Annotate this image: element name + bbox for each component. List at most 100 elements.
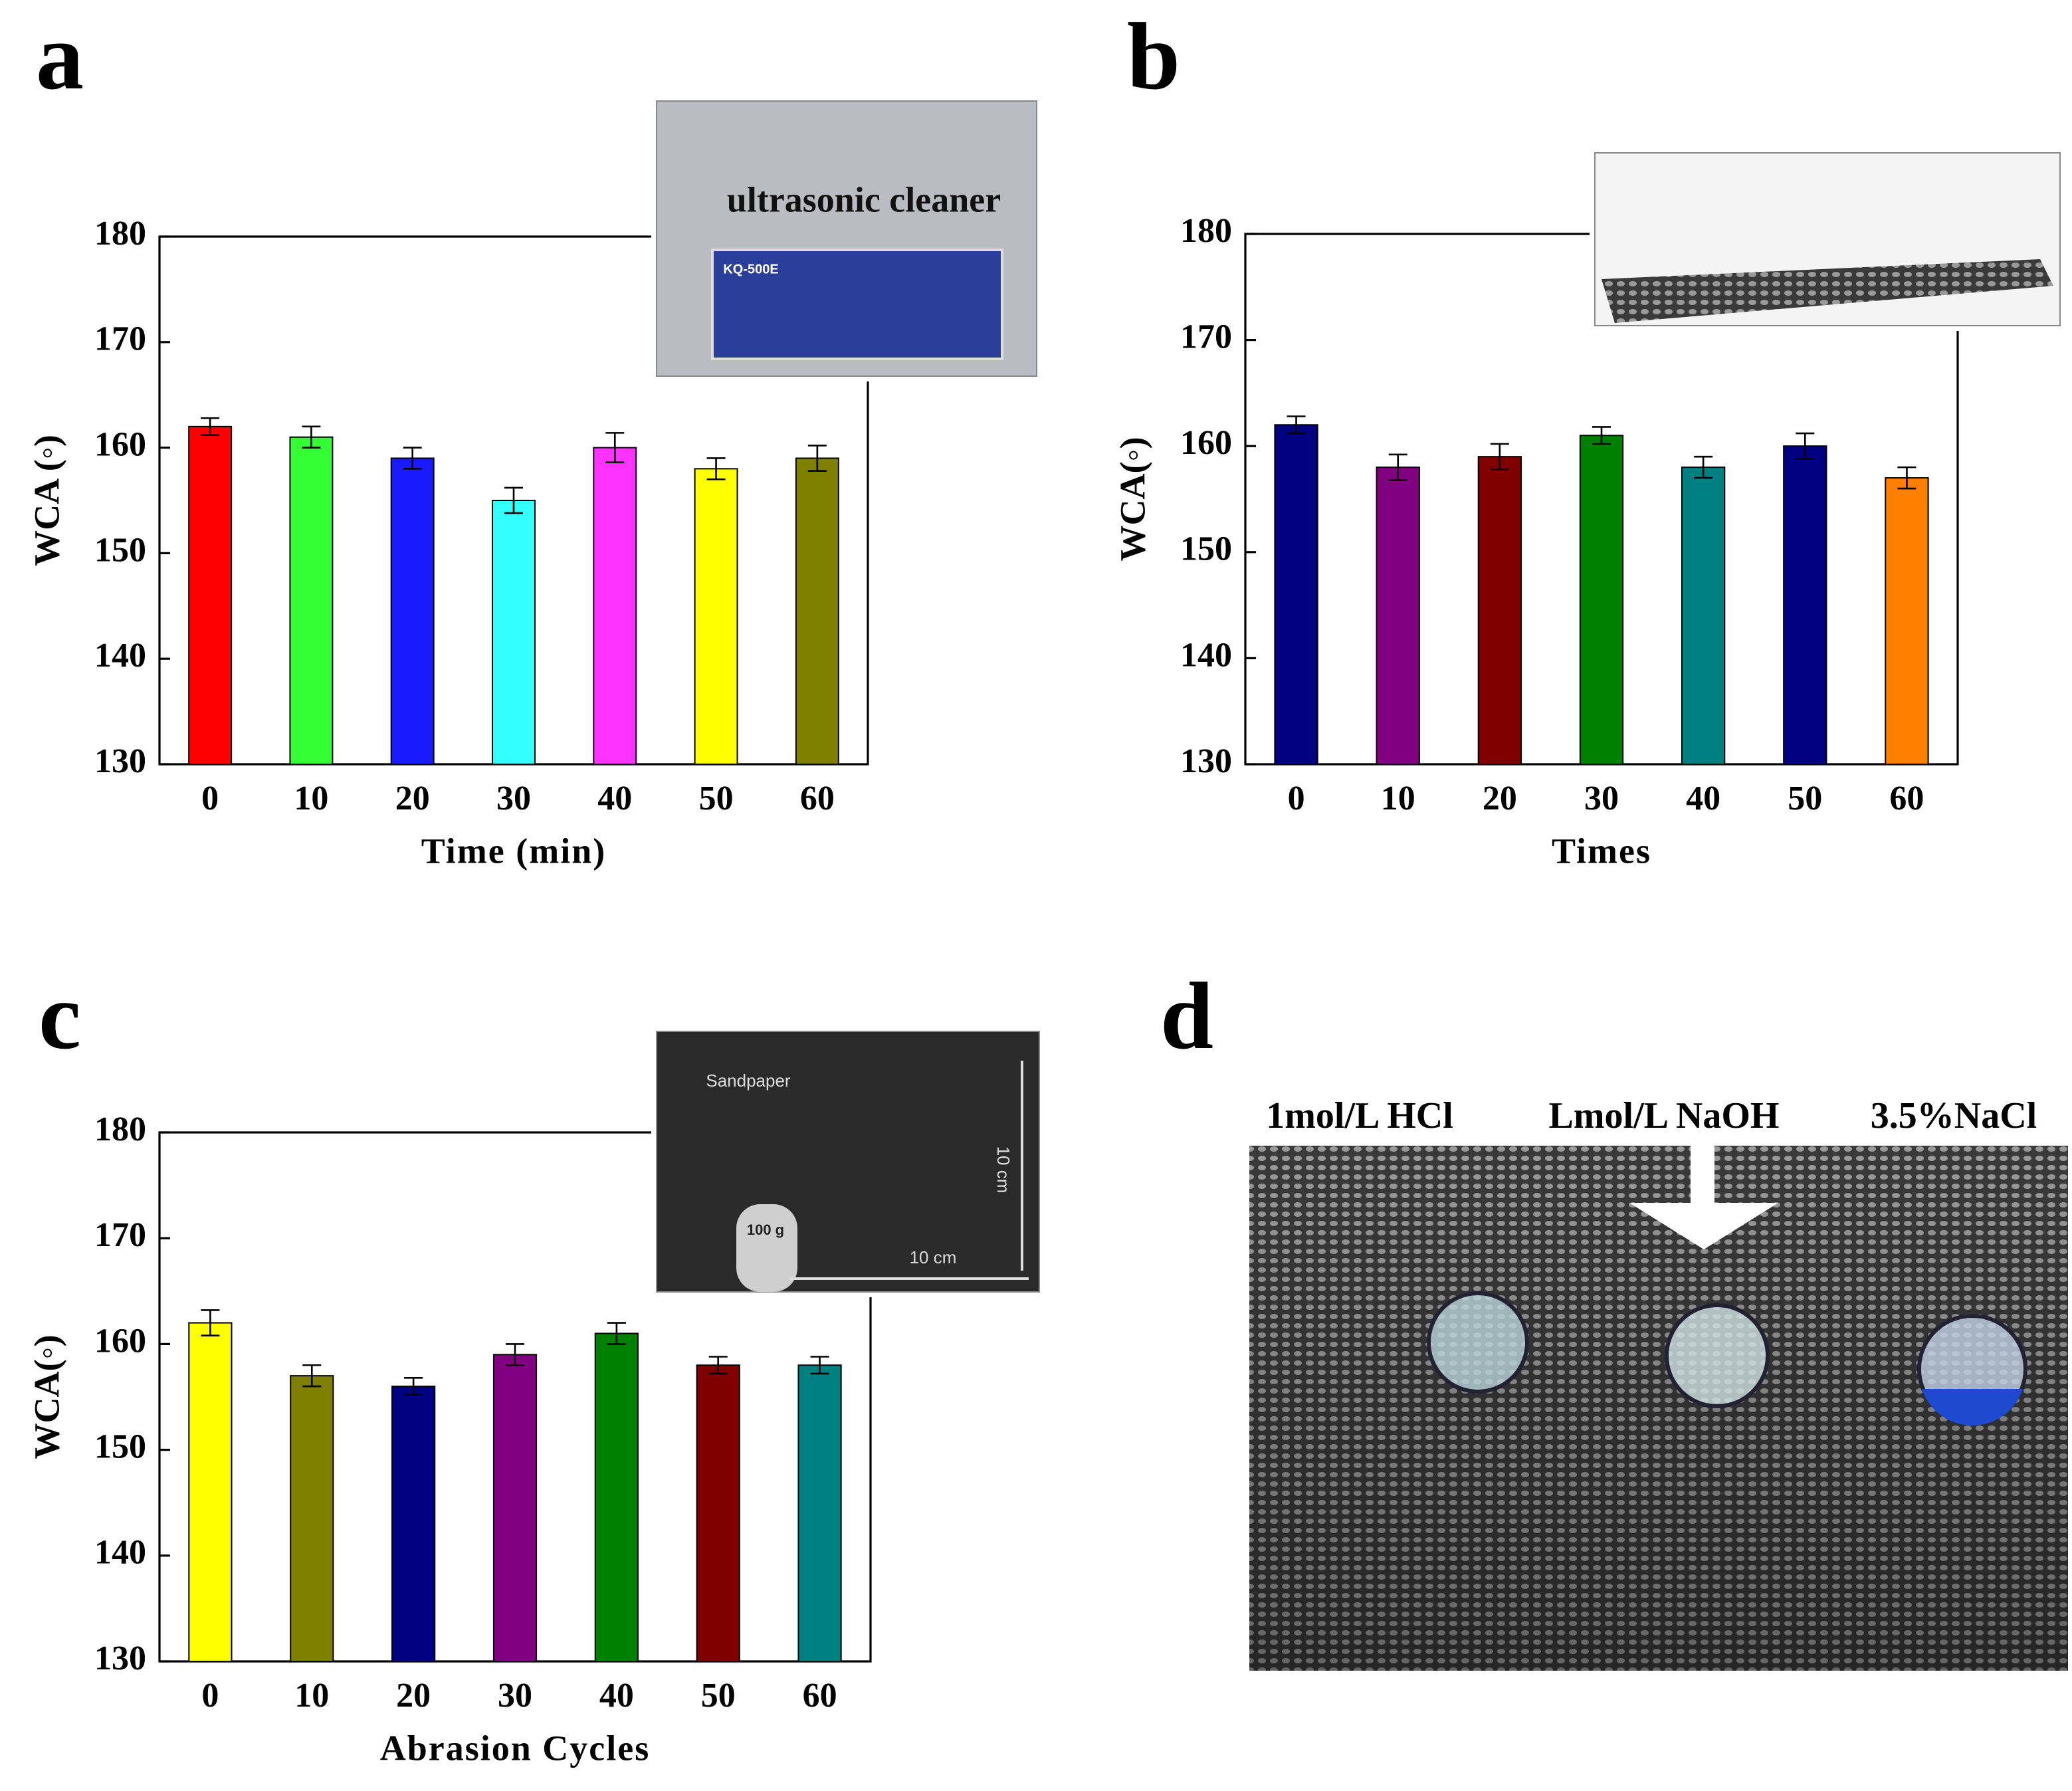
panel-label: c <box>39 964 81 1069</box>
bar <box>1274 424 1318 766</box>
error-bar <box>1694 455 1713 479</box>
x-tick-label: 0 <box>1288 780 1305 817</box>
error-bar <box>605 432 625 464</box>
y-tick-label: 180 <box>94 215 146 253</box>
y-axis-label: WCA (◦) <box>27 435 66 566</box>
error-bar <box>807 445 827 472</box>
x-tick-label: 50 <box>699 780 734 817</box>
bar <box>290 1375 334 1662</box>
y-tick-label: 130 <box>94 742 146 780</box>
bar <box>391 1386 436 1663</box>
weight <box>736 1204 797 1292</box>
bar <box>1783 445 1827 765</box>
inset-text: Sandpaper <box>706 1071 791 1091</box>
y-tick-label: 140 <box>94 637 146 675</box>
bar <box>797 1364 842 1662</box>
bar <box>694 468 738 765</box>
x-tick-label: 40 <box>599 1677 634 1715</box>
y-axis-label: WCA(◦) <box>1112 437 1152 561</box>
y-tick-label: 160 <box>94 1322 146 1360</box>
arrow <box>1629 1146 1778 1249</box>
photo-panel: d 1mol/L HCl Lmol/L NaOH 3.5%NaCl <box>1160 964 2068 1671</box>
error-bar <box>1388 453 1407 481</box>
photo-shade <box>1249 1146 2068 1671</box>
error-bar <box>302 425 321 449</box>
x-tick-label: 10 <box>294 780 328 817</box>
droplet <box>1665 1303 1770 1408</box>
bar <box>492 500 536 765</box>
x-tick-label: 0 <box>201 1677 219 1715</box>
error-bar <box>504 486 523 514</box>
bar <box>188 425 233 766</box>
inset-photo: ultrasonic cleaner KQ-500E <box>651 96 1042 381</box>
error-bar <box>201 1309 220 1336</box>
x-axis-label: Times <box>1552 831 1651 871</box>
x-tick-label: 60 <box>803 1677 837 1715</box>
error-bar <box>1490 443 1509 471</box>
x-tick-label: 10 <box>1381 780 1415 817</box>
x-axis-label: Abrasion Cycles <box>380 1728 651 1768</box>
inset-photo: Sandpaper 100 g 10 cm 10 cm <box>651 1026 1045 1297</box>
x-tick-label: 10 <box>294 1677 329 1715</box>
y-tick-label: 130 <box>1180 742 1232 780</box>
x-tick-label: 30 <box>496 780 531 817</box>
x-tick-label: 20 <box>1483 780 1517 817</box>
x-tick-label: 0 <box>201 780 219 817</box>
y-tick-label: 160 <box>1180 424 1232 462</box>
error-bar <box>201 417 220 436</box>
bar <box>390 457 435 765</box>
x-axis-label: Time (min) <box>421 831 606 871</box>
y-tick-label: 180 <box>1180 212 1232 250</box>
inset-text: KQ-500E <box>723 262 778 276</box>
error-bar <box>708 1356 728 1375</box>
error-bar <box>810 1356 829 1375</box>
y-tick-label: 180 <box>94 1110 146 1148</box>
bar <box>795 457 839 765</box>
bar <box>1477 456 1522 765</box>
photo-caption: Lmol/L NaOH <box>1549 1095 1780 1136</box>
droplet-fill <box>1922 1389 2023 1426</box>
y-tick-label: 140 <box>1180 636 1232 674</box>
x-tick-label: 20 <box>395 780 430 817</box>
inset-photo <box>1590 148 2065 331</box>
error-bar <box>403 447 422 470</box>
inset-text: ultrasonic cleaner <box>727 179 1001 219</box>
y-tick-label: 170 <box>1180 318 1232 356</box>
bar <box>289 436 334 765</box>
x-tick-label: 20 <box>396 1677 431 1715</box>
y-tick-label: 150 <box>94 531 146 569</box>
y-tick-label: 170 <box>94 1216 146 1254</box>
bar <box>1579 435 1624 765</box>
error-bar <box>506 1343 524 1366</box>
y-tick-label: 160 <box>94 426 146 464</box>
error-bar <box>1796 432 1815 460</box>
x-tick-label: 30 <box>1584 780 1619 817</box>
error-bar <box>706 457 726 480</box>
y-tick-label: 150 <box>1180 530 1232 568</box>
x-tick-label: 50 <box>1788 780 1822 817</box>
control-panel <box>711 249 1003 360</box>
x-tick-label: 60 <box>800 780 835 817</box>
droplet <box>1427 1291 1529 1394</box>
inset-text: 100 g <box>747 1221 784 1238</box>
chart-panel: c 130 140 150 160 170 180 0 10 20 30 40 50 60 Abrasion… <box>27 964 1045 1768</box>
y-tick-label: 130 <box>94 1639 146 1677</box>
error-bar <box>1287 415 1306 435</box>
inset-text: 10 cm <box>993 1146 1013 1194</box>
bar <box>1681 467 1726 765</box>
bar <box>1376 467 1420 765</box>
bar <box>492 1354 538 1662</box>
photo-caption: 3.5%NaCl <box>1871 1095 2037 1136</box>
mesh-strip <box>1602 259 2053 323</box>
error-bar <box>1592 426 1611 445</box>
bar <box>593 447 637 765</box>
chart-panel: b 130 140 150 160 170 180 0 10 20 30 40 50 60 Times WCA… <box>1112 4 2065 871</box>
photo-caption: 1mol/L HCl <box>1266 1095 1453 1136</box>
y-tick-label: 150 <box>94 1428 146 1466</box>
x-tick-label: 40 <box>597 780 632 817</box>
y-tick-label: 140 <box>94 1534 146 1572</box>
bar <box>594 1332 639 1662</box>
x-tick-label: 50 <box>701 1677 736 1715</box>
